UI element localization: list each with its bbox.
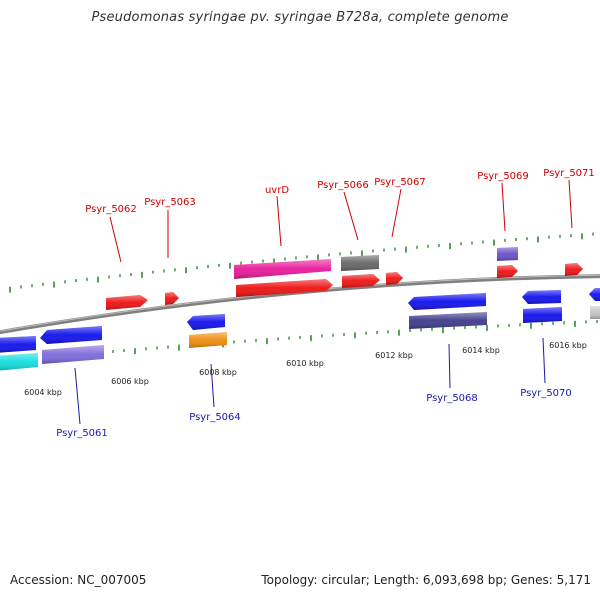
gene-psyr-5061-purple[interactable]	[42, 345, 104, 364]
gene-psyr-5069[interactable]	[497, 265, 518, 278]
gene-uvrd[interactable]	[236, 279, 333, 297]
gene-left-cyan[interactable]	[0, 353, 38, 371]
gene-label-psyr-5067: Psyr_5067	[374, 177, 426, 188]
gene-right-gray[interactable]	[590, 306, 600, 319]
gene-label-psyr-5062: Psyr_5062	[85, 204, 137, 215]
gene-psyr-5063[interactable]	[165, 292, 179, 305]
gene-psyr-5066[interactable]	[342, 274, 380, 288]
gene-right-blue[interactable]	[589, 288, 600, 301]
gene-psyr-5070-blue[interactable]	[523, 307, 562, 323]
gene-left-blue[interactable]	[0, 336, 36, 353]
gene-psyr-5071[interactable]	[565, 263, 583, 276]
gene-label-psyr-5063: Psyr_5063	[144, 197, 196, 208]
gene-psyr-5064-orange[interactable]	[189, 332, 227, 348]
topology-text: Topology: circular; Length: 6,093,698 bp…	[261, 573, 591, 587]
tick-label-6014: 6014 kbp	[462, 346, 500, 355]
gene-psyr-5061[interactable]	[40, 326, 102, 344]
gene-label-psyr-5066: Psyr_5066	[317, 180, 369, 191]
gene-psyr-5068-dark[interactable]	[409, 312, 487, 329]
tick-label-6010: 6010 kbp	[286, 359, 324, 368]
gene-psyr-5064[interactable]	[187, 314, 225, 330]
gene-label-psyr-5064: Psyr_5064	[189, 412, 241, 423]
gene-label-psyr-5070: Psyr_5070	[520, 388, 572, 399]
map-title: Pseudomonas syringae pv. syringae B728a,…	[91, 10, 509, 25]
tick-label-6016: 6016 kbp	[549, 341, 587, 350]
gene-label-psyr-5068: Psyr_5068	[426, 393, 478, 404]
gene-label-psyr-5071: Psyr_5071	[543, 168, 595, 179]
tick-label-6008: 6008 kbp	[199, 368, 237, 377]
gene-psyr-5070[interactable]	[522, 290, 561, 304]
gene-psyr-5062[interactable]	[106, 295, 148, 310]
gene-psyr-5067[interactable]	[386, 272, 403, 285]
tick-label-6012: 6012 kbp	[375, 351, 413, 360]
gene-uvrd-pink[interactable]	[234, 259, 331, 279]
gene-psyr-5066-gray[interactable]	[341, 255, 379, 271]
gene-label-psyr-5061: Psyr_5061	[56, 428, 108, 439]
tick-label-6004: 6004 kbp	[24, 388, 62, 397]
gene-psyr-5069-purple[interactable]	[497, 247, 518, 261]
upper-tick-row	[9, 232, 594, 293]
gene-label-psyr-5069: Psyr_5069	[477, 171, 529, 182]
accession-text: Accession: NC_007005	[10, 573, 147, 587]
tick-label-6006: 6006 kbp	[111, 377, 149, 386]
label-leaders	[74, 179, 573, 425]
gene-psyr-5068[interactable]	[408, 293, 486, 310]
gene-label-uvrd: uvrD	[265, 185, 289, 196]
